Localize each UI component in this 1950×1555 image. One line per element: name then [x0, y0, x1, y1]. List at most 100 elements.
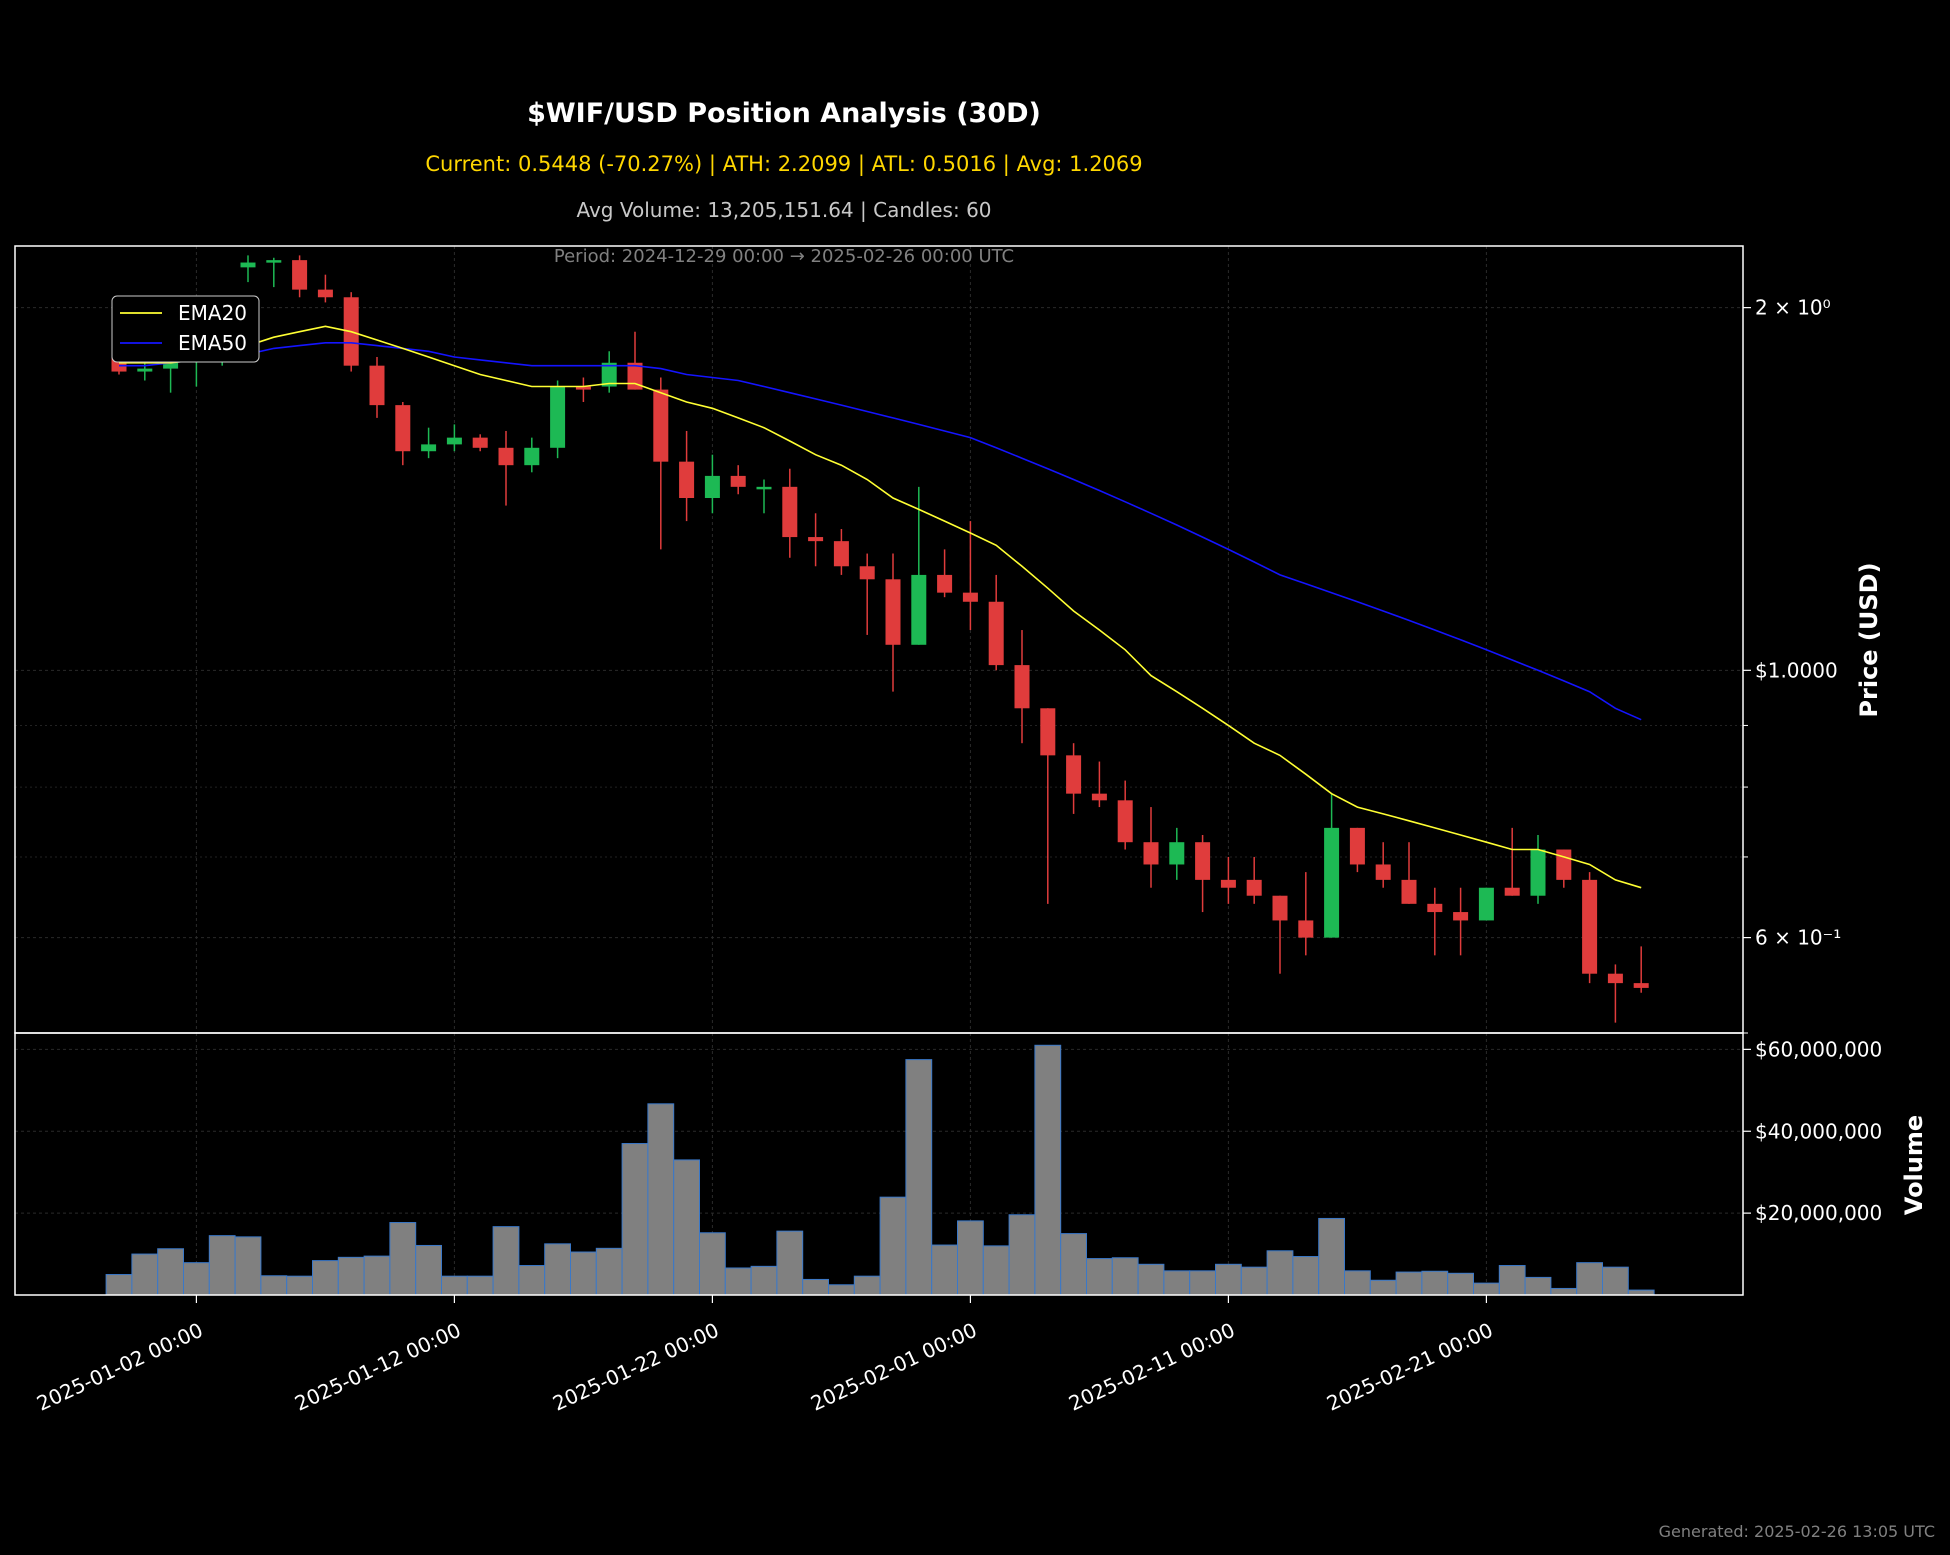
candle-body: [1324, 827, 1340, 938]
volume-bar: [1524, 1276, 1552, 1296]
candle-body: [1453, 912, 1469, 921]
candle-body: [266, 260, 282, 263]
candle: [1582, 872, 1598, 984]
candle-body: [1143, 842, 1159, 865]
candle-body: [601, 362, 617, 387]
candle-body: [833, 541, 849, 567]
volume-bar: [1163, 1270, 1191, 1296]
x-tick-label: 2025-02-01 00:00: [807, 1318, 980, 1416]
volume-bar: [1447, 1272, 1474, 1296]
candle-body: [163, 359, 179, 369]
candle-body: [1169, 842, 1185, 865]
volume-bar: [105, 1274, 133, 1296]
candle: [524, 437, 540, 473]
candle-body: [859, 566, 875, 580]
candle-body: [782, 486, 798, 538]
candle: [1427, 887, 1443, 956]
volume-bar: [1086, 1258, 1113, 1296]
generated-timestamp: Generated: 2025-02-26 13:05 UTC: [1658, 1522, 1935, 1541]
candle: [1324, 793, 1340, 938]
volume-bar: [389, 1222, 417, 1296]
volume-bar: [931, 1244, 959, 1296]
candle: [885, 553, 901, 692]
candle-body: [1117, 800, 1133, 843]
grid-layer: [15, 246, 1743, 1295]
candle: [988, 574, 1004, 671]
volume-bar: [363, 1255, 391, 1296]
candle-body: [1298, 920, 1314, 938]
candle: [1401, 842, 1417, 904]
volume-tick-label: $40,000,000: [1755, 1119, 1882, 1143]
price-tick-label: 2 × 10⁰: [1755, 296, 1831, 320]
volume-bar: [905, 1059, 933, 1296]
candle: [756, 479, 772, 514]
candle-body: [1401, 879, 1417, 904]
candle-body: [962, 592, 978, 602]
candle-body: [575, 386, 591, 390]
candle: [704, 454, 720, 514]
candle: [421, 427, 437, 459]
volume-bars: [105, 1044, 1655, 1296]
candle: [1530, 834, 1546, 904]
candle-body: [446, 437, 462, 445]
candle: [1298, 872, 1314, 956]
volume-bar: [595, 1247, 623, 1296]
candle-body: [472, 437, 488, 448]
volume-tick-label: $60,000,000: [1755, 1037, 1882, 1061]
candle: [369, 356, 385, 418]
candle-body: [911, 574, 927, 645]
candle: [1375, 842, 1391, 888]
candle: [627, 331, 643, 390]
candle: [550, 380, 566, 459]
candle-body: [653, 389, 669, 462]
volume-bar: [1215, 1263, 1242, 1296]
candle-body: [1633, 983, 1649, 988]
candle: [601, 351, 617, 393]
candle-body: [1014, 665, 1030, 709]
candle: [859, 553, 875, 635]
candle-body: [395, 405, 411, 452]
candle: [1143, 807, 1159, 888]
x-tick-label: 2025-02-11 00:00: [1065, 1318, 1238, 1416]
candle-body: [240, 262, 256, 268]
volume-bar: [1550, 1287, 1578, 1296]
candle-body: [679, 461, 695, 499]
ema-lines: [119, 325, 1642, 889]
volume-bar: [1602, 1266, 1629, 1296]
candle-body: [1427, 903, 1443, 913]
volume-bar: [1395, 1271, 1423, 1296]
candle-body: [1530, 849, 1546, 896]
candle: [1556, 849, 1572, 888]
candle-body: [498, 447, 514, 466]
candle-body: [1091, 793, 1107, 801]
x-tick-label: 2025-01-22 00:00: [549, 1318, 722, 1416]
candle: [730, 465, 746, 495]
volume-bar: [1576, 1262, 1603, 1296]
volume-bar: [957, 1220, 984, 1296]
period-label: Period: 2024-12-29 00:00 → 2025-02-26 00…: [553, 246, 1015, 267]
volume-bar: [441, 1275, 468, 1296]
volume-bar: [1369, 1279, 1397, 1296]
candle: [292, 255, 308, 298]
volume-bar: [183, 1262, 210, 1296]
candle: [575, 377, 591, 402]
candle-body: [1066, 755, 1082, 794]
candle-body: [1195, 842, 1211, 880]
legend-ema20-label: EMA20: [178, 301, 247, 325]
candle: [266, 257, 282, 288]
candle-body: [988, 601, 1004, 666]
ema50-line: [119, 341, 1642, 721]
volume-bar: [1344, 1270, 1371, 1296]
volume-bar: [234, 1236, 262, 1296]
candle: [1453, 887, 1469, 956]
volume-bar: [1111, 1257, 1139, 1296]
candle: [395, 401, 411, 466]
volume-bar: [544, 1243, 572, 1296]
volume-bar: [1060, 1233, 1087, 1296]
volume-bar: [1189, 1270, 1216, 1296]
volume-bar: [570, 1251, 597, 1296]
ema20-line: [119, 325, 1642, 889]
candle-body: [1478, 887, 1494, 921]
candle: [1220, 856, 1236, 904]
